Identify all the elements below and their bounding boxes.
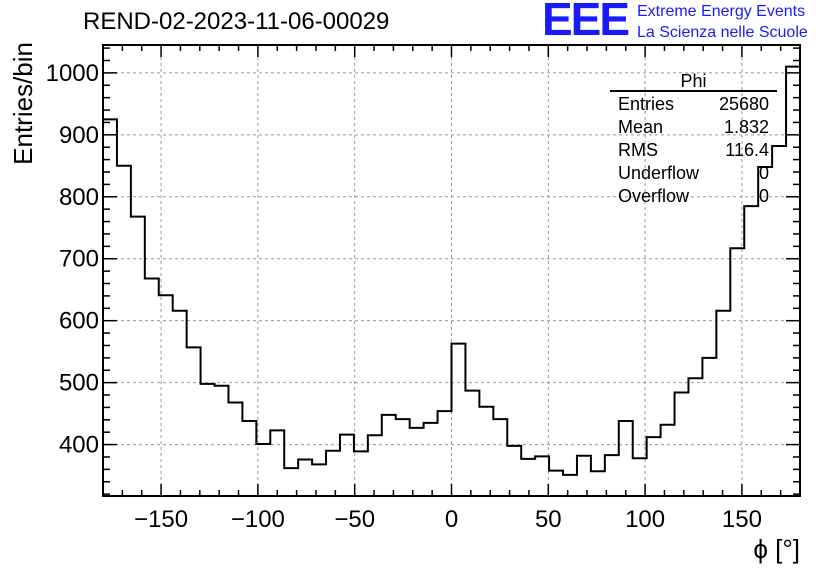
logo-line-1: Extreme Energy Events (637, 3, 806, 20)
y-tick-label: 900 (59, 122, 99, 149)
axis-labels: −150 −100 −50 0 50 100 150 400 500 600 700 800 900 10… (46, 60, 762, 533)
stats-value: 0 (759, 163, 769, 183)
logo-line-2: La Scienza nelle Scuole (637, 24, 808, 41)
x-tick-label: 50 (535, 506, 562, 533)
stats-label: Entries (618, 94, 674, 114)
stats-title: Phi (680, 71, 706, 91)
x-tick-label: −150 (134, 506, 188, 533)
y-tick-label: 700 (59, 246, 99, 273)
grid (103, 45, 800, 496)
y-tick-label: 800 (59, 184, 99, 211)
stats-box: Phi Entries 25680 Mean 1.832 RMS 116.4 Underflo… (610, 71, 777, 206)
stats-value: 25680 (719, 94, 769, 114)
x-tick-label: 100 (625, 506, 665, 533)
y-tick-label: 1000 (46, 60, 99, 87)
x-tick-label: 0 (445, 506, 458, 533)
stats-value: 1.832 (724, 117, 769, 137)
plot-title: REND-02-2023-11-06-00029 (83, 8, 390, 35)
stats-label: Overflow (618, 186, 690, 206)
x-tick-label: −50 (334, 506, 375, 533)
x-axis-label: ϕ [°] (753, 534, 800, 564)
y-axis-label: Entries/bin (8, 42, 38, 165)
x-tick-label: 150 (722, 506, 762, 533)
eee-logo: EEE (542, 0, 630, 45)
axis-ticks (102, 45, 801, 496)
stats-label: RMS (618, 140, 658, 160)
histogram-line (103, 65, 800, 476)
y-tick-label: 600 (59, 308, 99, 335)
stats-value: 0 (759, 186, 769, 206)
y-tick-label: 400 (59, 432, 99, 459)
stats-label: Mean (618, 117, 663, 137)
stats-label: Underflow (618, 163, 700, 183)
y-tick-label: 500 (59, 370, 99, 397)
x-tick-label: −100 (231, 506, 285, 533)
stats-value: 116.4 (725, 140, 769, 160)
